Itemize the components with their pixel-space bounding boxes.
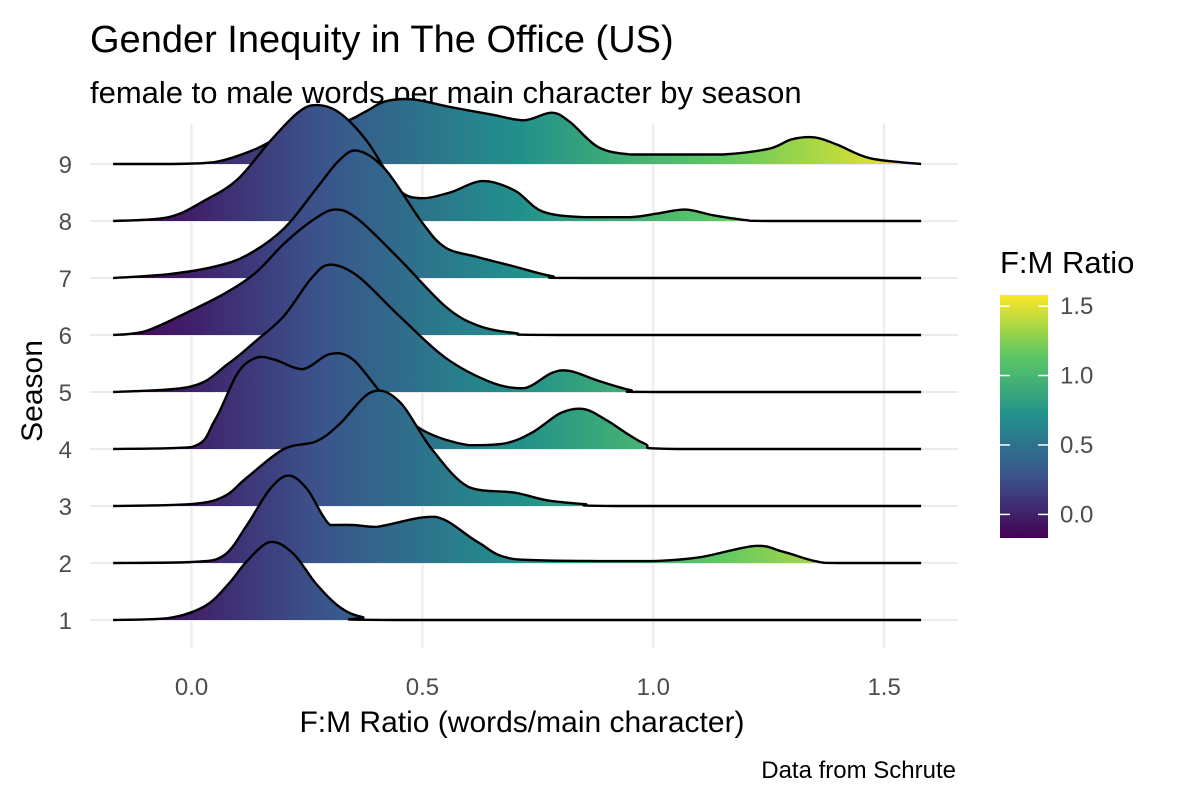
y-tick-label: 2 <box>59 551 72 578</box>
ridge-area-season-4 <box>113 353 922 449</box>
ridge-line-season-6 <box>112 208 922 337</box>
y-tick-label: 6 <box>59 323 72 350</box>
ridge-area-season-3 <box>113 390 922 506</box>
ridge-season-1 <box>113 540 922 622</box>
ridge-season-4 <box>113 351 922 451</box>
color-legend: F:M Ratio 0.0 0.5 1.0 1.5 <box>1000 245 1134 538</box>
y-tick-label: 5 <box>59 380 72 407</box>
legend-tick-label: 0.5 <box>1060 432 1093 459</box>
caption: Data from Schrute <box>761 757 956 784</box>
y-tick-label: 7 <box>59 266 72 293</box>
ridge-season-3 <box>113 389 922 508</box>
y-tick-label: 1 <box>59 608 72 635</box>
chart-title: Gender Inequity in The Office (US) <box>90 19 674 61</box>
legend-title: F:M Ratio <box>1000 245 1134 280</box>
chart-subtitle: female to male words per main character … <box>90 75 802 110</box>
ridges <box>112 97 922 622</box>
ridge-line-season-8 <box>113 103 922 223</box>
ridge-line-season-4 <box>113 351 922 451</box>
ridge-line-season-3 <box>113 389 922 508</box>
ridge-line-season-2 <box>113 474 922 565</box>
ridge-area-season-1 <box>113 541 922 620</box>
x-tick-label: 1.5 <box>867 674 900 701</box>
legend-tick-label: 1.5 <box>1060 293 1093 320</box>
ridge-season-5 <box>113 263 922 394</box>
x-axis-title: F:M Ratio (words/main character) <box>299 706 744 739</box>
y-tick-label: 4 <box>59 437 72 464</box>
y-tick-label: 9 <box>59 152 72 179</box>
x-axis-ticks: 0.0 0.5 1.0 1.5 <box>175 674 901 701</box>
x-tick-label: 0.0 <box>175 674 208 701</box>
legend-colorbar <box>1000 295 1048 538</box>
ridge-area-season-2 <box>113 475 922 563</box>
ridge-line-season-7 <box>113 149 922 280</box>
ridge-area-season-5 <box>113 264 922 392</box>
ridge-line-season-5 <box>113 263 922 394</box>
legend-tick-label: 1.0 <box>1060 363 1093 390</box>
y-tick-label: 3 <box>59 494 72 521</box>
ridge-season-2 <box>113 474 922 565</box>
legend-tick-label: 0.0 <box>1060 501 1093 528</box>
y-axis-ticks: 1 2 3 4 5 6 7 8 9 <box>59 152 72 635</box>
x-tick-label: 1.0 <box>637 674 670 701</box>
x-tick-label: 0.5 <box>406 674 439 701</box>
y-tick-label: 8 <box>59 209 72 236</box>
y-axis-title: Season <box>16 340 49 442</box>
legend-ticks: 0.0 0.5 1.0 1.5 <box>1000 293 1093 528</box>
ridge-line-season-1 <box>113 540 922 622</box>
